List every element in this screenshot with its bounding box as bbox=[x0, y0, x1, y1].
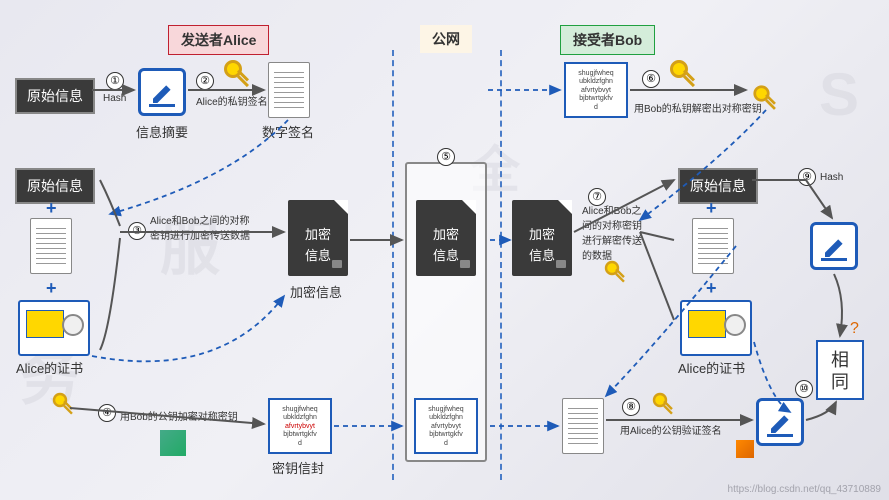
key-envelope-net: shugjfwhequbkldzfghnafvrtybvytbjbtwrtgkf… bbox=[414, 398, 478, 454]
encinfo-label: 加密信息 bbox=[290, 282, 342, 301]
step-3: ③ bbox=[128, 222, 146, 240]
orig-info-3: 原始信息 bbox=[678, 168, 758, 204]
step-1: ① bbox=[106, 72, 124, 90]
sig-label: Alice的私钥签名 bbox=[196, 93, 268, 108]
plus-4: + bbox=[706, 278, 717, 299]
key-envelope-bob: shugjfwhequbkldzfghnafvrtybvytbjbtwrtgkf… bbox=[564, 62, 628, 118]
question-mark: ? bbox=[850, 320, 859, 338]
sym-key-2 bbox=[603, 259, 629, 285]
digest-icon bbox=[138, 68, 186, 116]
step-8: ⑧ bbox=[622, 398, 640, 416]
hash-label-2: Hash bbox=[820, 172, 843, 183]
orange-patch bbox=[736, 440, 754, 458]
header-bob: 接受者Bob bbox=[560, 25, 655, 55]
alice-cert-2 bbox=[680, 300, 752, 356]
step-4: ④ bbox=[98, 404, 116, 422]
sym2-label: Alice和Bob之 间的对称密钥 进行解密传送 的数据 bbox=[582, 202, 642, 262]
result-same: 相 同 bbox=[816, 340, 864, 400]
step-9: ⑨ bbox=[798, 168, 816, 186]
alice-cert-1 bbox=[18, 300, 90, 356]
key-envelope-1: shugjfwhequbkldzfghnafvrtybvytbjbtwrtgkf… bbox=[268, 398, 332, 454]
alice-privkey-icon bbox=[222, 58, 254, 90]
scroll-3 bbox=[692, 218, 734, 274]
sym-key-out bbox=[752, 84, 781, 113]
header-net: 公网 bbox=[420, 25, 472, 53]
step-5: ⑤ bbox=[437, 148, 455, 166]
watermark-url: https://blog.csdn.net/qq_43710889 bbox=[728, 484, 881, 495]
cert-label-1: Alice的证书 bbox=[16, 358, 83, 377]
sym-label: Alice和Bob之间的对称 密钥进行加密传送数据 bbox=[150, 212, 250, 242]
digest-icon-2 bbox=[810, 222, 858, 270]
orig-info-1: 原始信息 bbox=[15, 78, 95, 114]
step-6: ⑥ bbox=[642, 70, 660, 88]
header-alice: 发送者Alice bbox=[168, 25, 269, 55]
bob-privkey-icon bbox=[668, 58, 700, 90]
alicepub-label: 用Alice的公钥验证签名 bbox=[620, 422, 722, 437]
env-label: 密钥信封 bbox=[272, 458, 324, 477]
enc-box-net: 加密信息 bbox=[416, 200, 476, 276]
step-10: ⑩ bbox=[795, 380, 813, 398]
alice-pubkey-icon bbox=[651, 391, 677, 417]
enc-box-1: 加密信息 bbox=[288, 200, 348, 276]
dsig-label: 数字签名 bbox=[262, 122, 314, 141]
bobpub-label: 用Bob的公钥加密对称密钥 bbox=[120, 408, 238, 423]
sym-key-1 bbox=[51, 391, 77, 417]
hash-label-1: Hash bbox=[103, 93, 126, 104]
green-patch-1 bbox=[160, 430, 186, 456]
scroll-2 bbox=[30, 218, 72, 274]
step-2: ② bbox=[196, 72, 214, 90]
bobpriv-label: 用Bob的私钥解密出对称密钥 bbox=[634, 100, 762, 115]
plus-2: + bbox=[46, 278, 57, 299]
plus-3: + bbox=[706, 198, 717, 219]
enc-box-bob: 加密信息 bbox=[512, 200, 572, 276]
dsig-scroll bbox=[268, 62, 310, 118]
verify-icon bbox=[756, 398, 804, 446]
cert-label-2: Alice的证书 bbox=[678, 358, 745, 377]
scroll-4 bbox=[562, 398, 604, 454]
digest-label: 信息摘要 bbox=[136, 122, 188, 141]
plus-1: + bbox=[46, 198, 57, 219]
